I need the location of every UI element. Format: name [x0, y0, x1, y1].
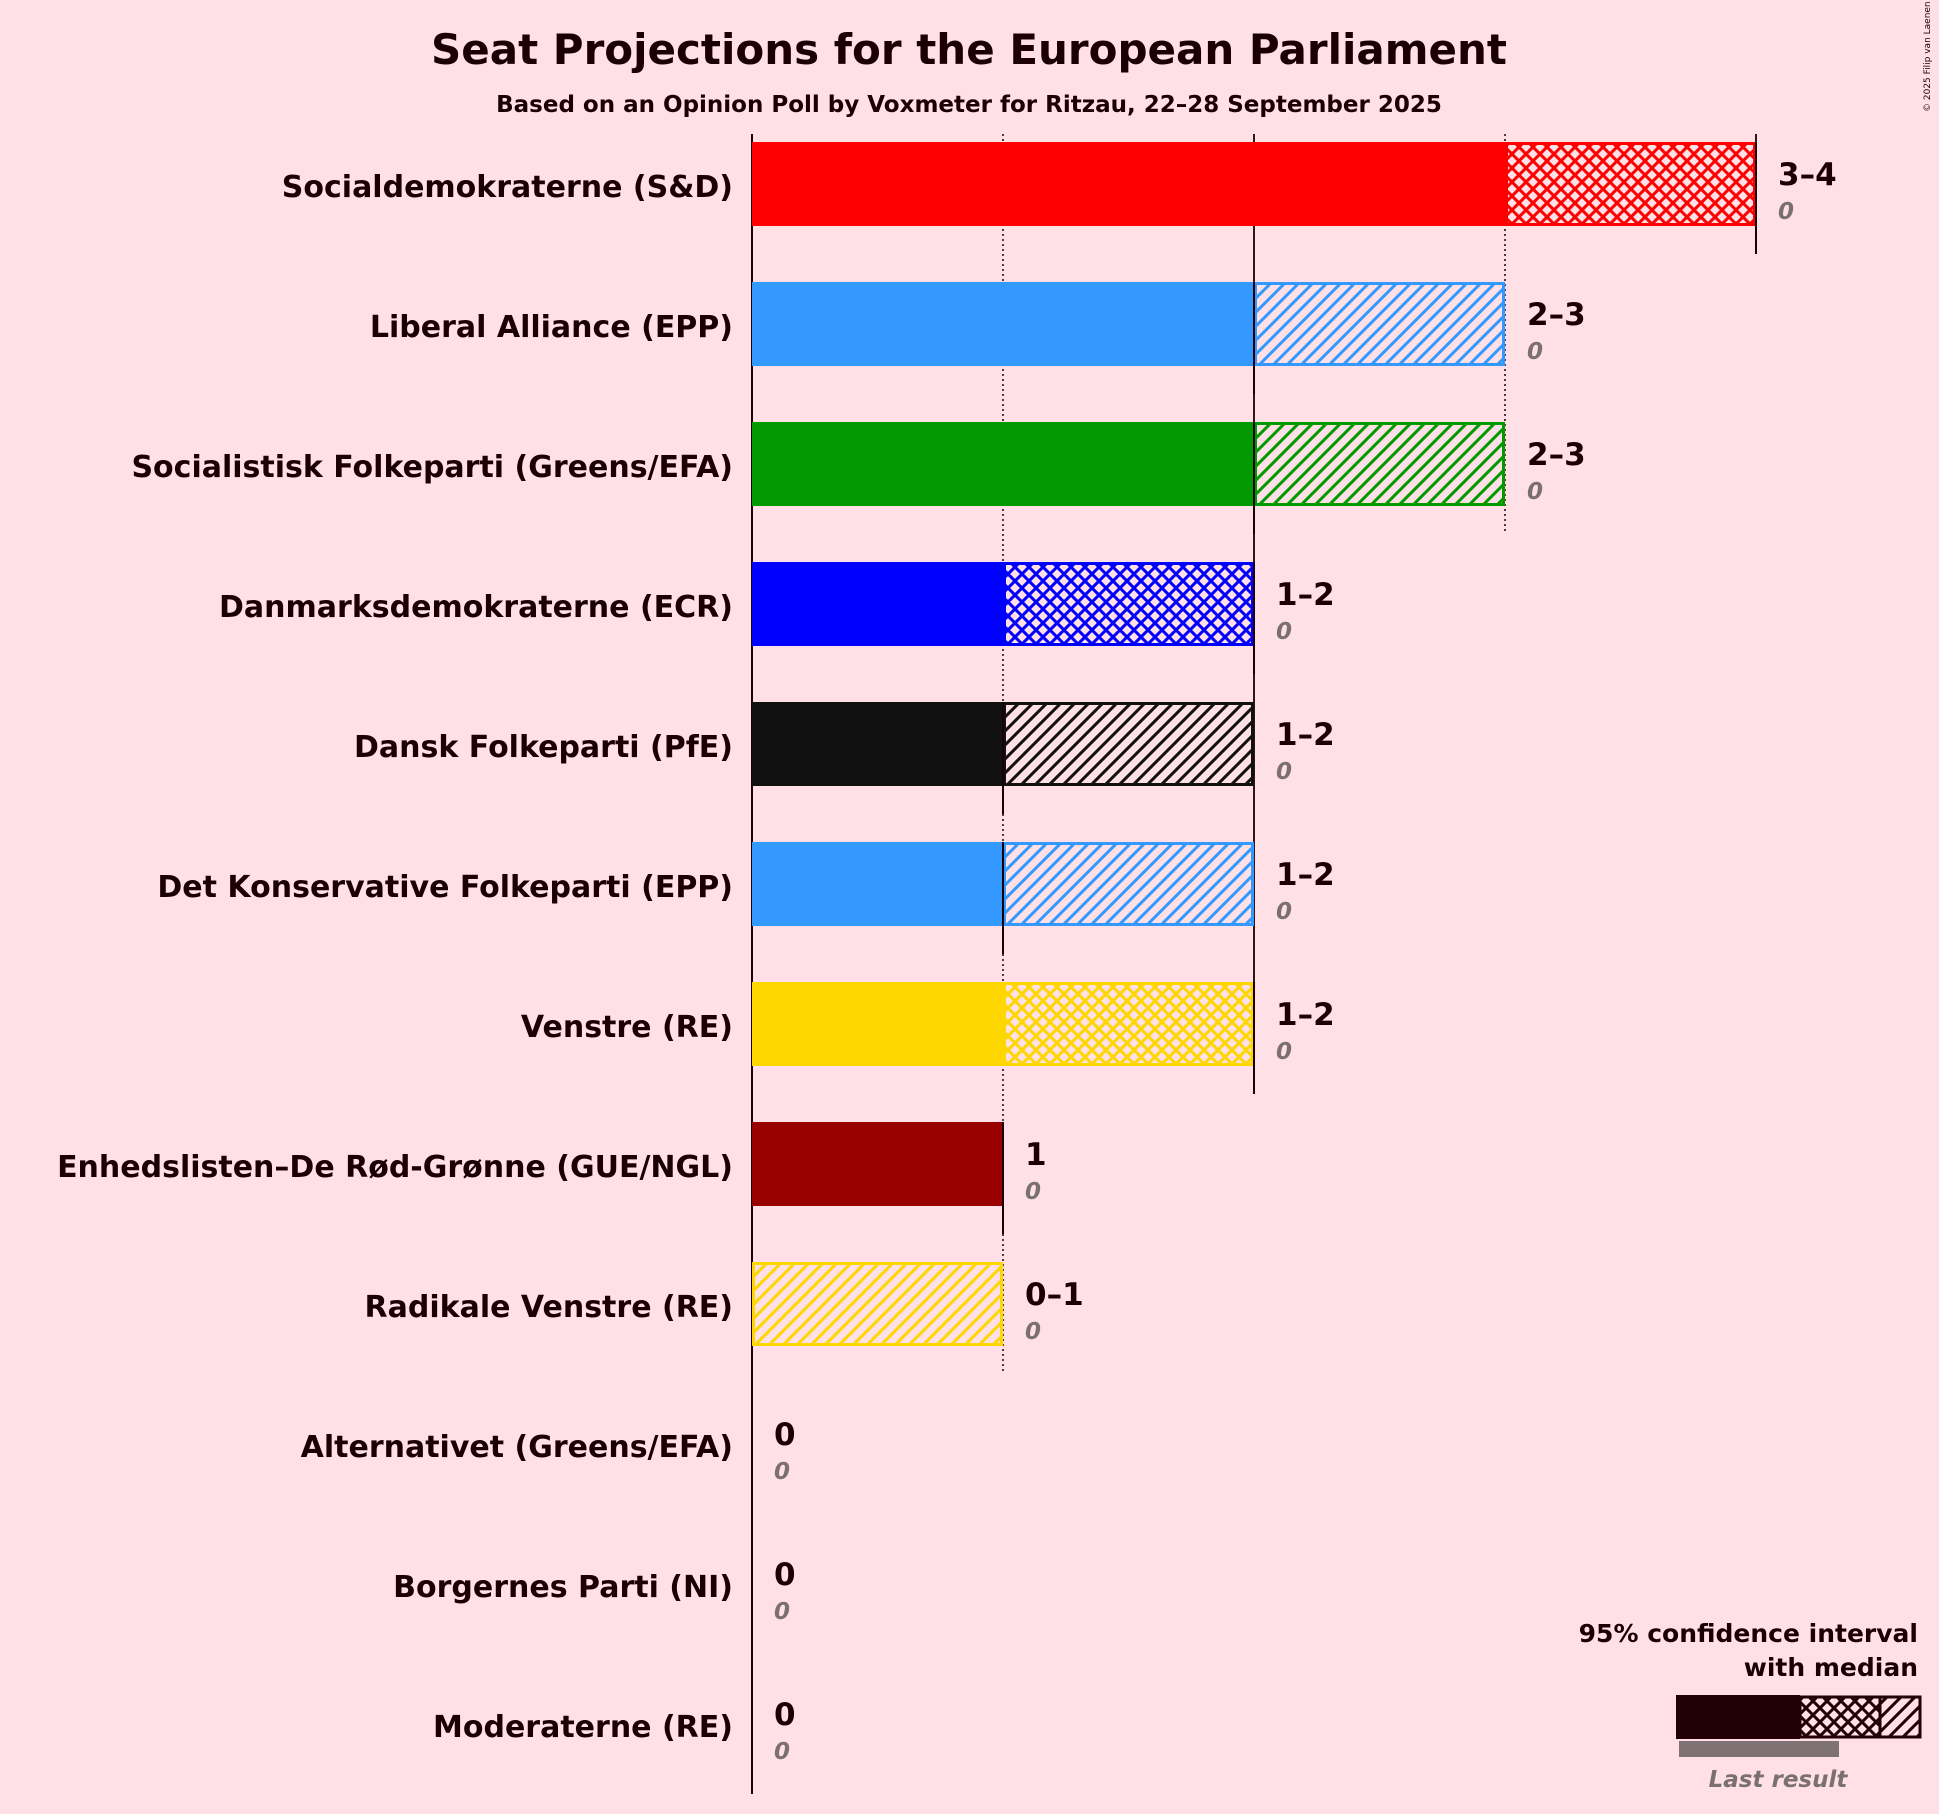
legend-last-result: Last result — [1709, 1767, 1849, 1793]
last-result-label: 0 — [1527, 479, 1543, 505]
party-label: Det Konservative Folkeparti (EPP) — [157, 870, 733, 905]
last-result-label: 0 — [774, 1459, 790, 1485]
seat-range-label: 1 — [1025, 1137, 1047, 1173]
copyright: © 2025 Filip van Laenen — [1923, 1, 1933, 112]
party-row: Moderaterne (RE) 0 0 — [433, 1697, 796, 1765]
seat-range-label: 1–2 — [1276, 857, 1335, 893]
legend-solid — [1676, 1695, 1800, 1739]
chart-subtitle: Based on an Opinion Poll by Voxmeter for… — [496, 92, 1442, 118]
last-result-label: 0 — [1778, 199, 1794, 225]
last-result-label: 0 — [1276, 619, 1292, 645]
party-label: Radikale Venstre (RE) — [365, 1290, 733, 1325]
seat-range-label: 0 — [774, 1557, 796, 1593]
party-row: Socialdemokraterne (S&D) 3–4 0 — [282, 142, 1837, 254]
bar-ci-lower — [1003, 982, 1254, 1066]
party-label: Dansk Folkeparti (PfE) — [354, 730, 733, 765]
bar-ci-upper — [1003, 842, 1254, 926]
party-label: Alternativet (Greens/EFA) — [301, 1430, 733, 1465]
last-result-label: 0 — [774, 1599, 790, 1625]
last-result-label: 0 — [1527, 339, 1543, 365]
legend-crosshatch — [1798, 1695, 1882, 1739]
party-label: Borgernes Parti (NI) — [393, 1570, 733, 1605]
legend-line1: 95% confidence interval — [1579, 1619, 1918, 1648]
bar-ci-upper — [752, 1262, 1003, 1346]
legend-last-result-bar — [1679, 1741, 1839, 1757]
legend-hatch — [1878, 1695, 1922, 1739]
seat-range-label: 0–1 — [1025, 1277, 1084, 1313]
party-row: Danmarksdemokraterne (ECR) 1–2 0 — [219, 562, 1335, 674]
chart-title: Seat Projections for the European Parlia… — [431, 25, 1507, 74]
last-result-label: 0 — [1276, 1039, 1292, 1065]
seat-range-label: 0 — [774, 1697, 796, 1733]
seat-range-label: 1–2 — [1276, 717, 1335, 753]
bar-ci-lower — [1003, 562, 1254, 646]
last-result-label: 0 — [1276, 899, 1292, 925]
last-result-label: 0 — [1025, 1179, 1041, 1205]
seat-range-label: 0 — [774, 1417, 796, 1453]
seat-range-label: 1–2 — [1276, 577, 1335, 613]
bar-solid — [752, 842, 1003, 926]
party-row: Socialistisk Folkeparti (Greens/EFA) 2–3 0 — [131, 422, 1586, 534]
party-row: Venstre (RE) 1–2 0 — [521, 982, 1335, 1094]
party-row: Det Konservative Folkeparti (EPP) 1–2 0 — [157, 842, 1335, 954]
bar-ci-upper — [1003, 702, 1254, 786]
party-label: Venstre (RE) — [521, 1010, 733, 1045]
bar-solid — [752, 1122, 1003, 1206]
last-result-label: 0 — [774, 1739, 790, 1765]
last-result-label: 0 — [1276, 759, 1292, 785]
party-label: Enhedslisten–De Rød-Grønne (GUE/NGL) — [57, 1150, 733, 1185]
party-row: Enhedslisten–De Rød-Grønne (GUE/NGL) 1 0 — [57, 1122, 1047, 1234]
bar-solid — [752, 562, 1003, 646]
party-row: Alternativet (Greens/EFA) 0 0 — [301, 1417, 796, 1485]
bar-solid — [752, 982, 1003, 1066]
seat-range-label: 1–2 — [1276, 997, 1335, 1033]
legend: 95% confidence interval with median Last… — [1579, 1619, 1922, 1793]
bar-solid — [752, 422, 1254, 506]
legend-line2: with median — [1744, 1653, 1918, 1682]
seat-range-label: 3–4 — [1778, 157, 1837, 193]
party-label: Liberal Alliance (EPP) — [370, 310, 733, 345]
party-row: Dansk Folkeparti (PfE) 1–2 0 — [354, 702, 1335, 814]
last-result-label: 0 — [1025, 1319, 1041, 1345]
bar-solid — [752, 142, 1505, 226]
party-row: Liberal Alliance (EPP) 2–3 0 — [370, 282, 1586, 394]
party-label: Moderaterne (RE) — [433, 1710, 733, 1745]
seat-range-label: 2–3 — [1527, 437, 1586, 473]
bar-solid — [752, 702, 1003, 786]
party-label: Socialistisk Folkeparti (Greens/EFA) — [131, 450, 733, 485]
party-label: Socialdemokraterne (S&D) — [282, 170, 733, 205]
party-label: Danmarksdemokraterne (ECR) — [219, 590, 733, 625]
bar-ci-upper — [1254, 282, 1505, 366]
bar-solid — [752, 282, 1254, 366]
party-row: Borgernes Parti (NI) 0 0 — [393, 1557, 795, 1625]
bar-ci-upper — [1254, 422, 1505, 506]
party-row: Radikale Venstre (RE) 0–1 0 — [365, 1262, 1084, 1346]
seat-range-label: 2–3 — [1527, 297, 1586, 333]
bar-ci-lower — [1505, 142, 1756, 226]
